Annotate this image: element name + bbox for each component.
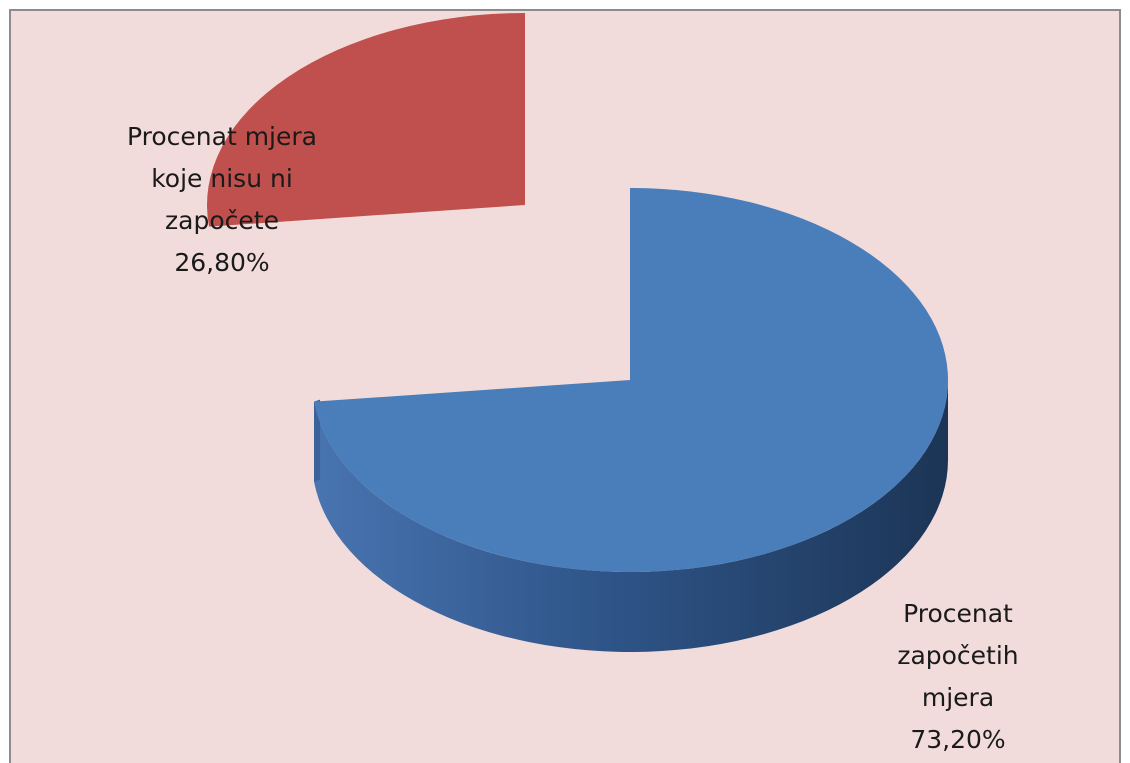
pie-slice-started	[314, 188, 948, 652]
data-label-not-started: Procenat mjera koje nisu ni započete 26,80%	[127, 122, 317, 277]
pie-slice-not-started	[207, 13, 525, 227]
pie-slice-side-wall	[314, 380, 948, 652]
pie-slice-top	[314, 188, 948, 572]
pie-slice-top	[207, 13, 525, 227]
pie-slice-edge	[314, 399, 321, 482]
data-label-started: Procenat započetih mjera 73,20%	[897, 599, 1018, 754]
